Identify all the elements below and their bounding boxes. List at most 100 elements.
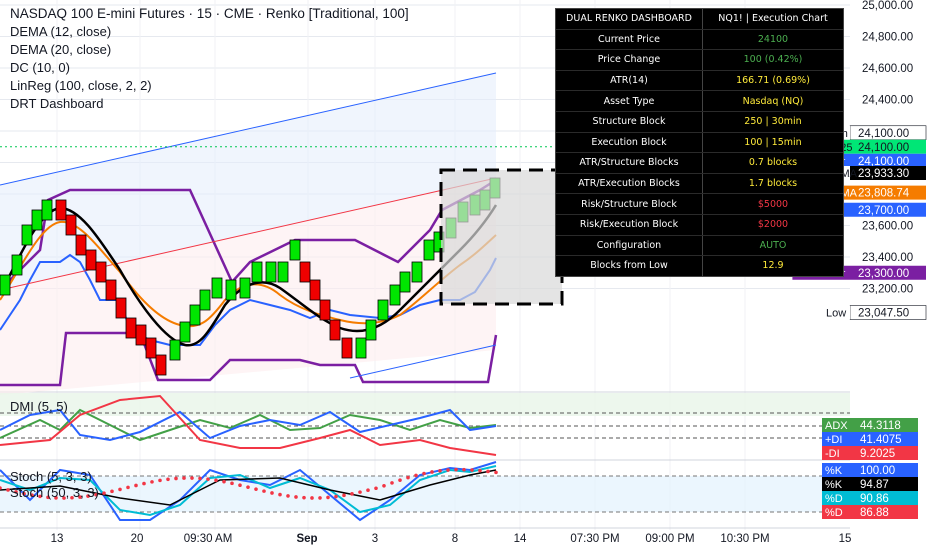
- legend-donchian[interactable]: DC (10, 0): [10, 60, 70, 75]
- renko-up-brick: [365, 319, 377, 341]
- stoch-d-slow-dot: [334, 494, 338, 499]
- dashboard-row-label: ATR(14): [556, 70, 703, 91]
- oscillator-tag[interactable]: [822, 491, 850, 505]
- stoch-d-slow-dot: [206, 477, 210, 481]
- dashboard-row: Risk/Execution Block $2000: [556, 213, 843, 235]
- oscillator-tag[interactable]: [822, 418, 850, 432]
- stoch-d-slow-dot: [278, 492, 282, 497]
- stoch-d-slow-dot: [70, 495, 74, 500]
- stoch-d-slow-dot: [190, 476, 194, 480]
- renko-up-brick: [41, 199, 53, 221]
- oscillator-value-text: 100.00: [860, 465, 895, 477]
- price-value-label[interactable]: [850, 265, 926, 280]
- oscillator-tag[interactable]: [822, 477, 850, 491]
- renko-down-brick: [65, 214, 77, 236]
- oscillator-value-label[interactable]: [850, 505, 918, 519]
- dashboard-row-value: 250 | 30min: [744, 116, 802, 128]
- legend-dema-fast[interactable]: DEMA (12, close): [10, 24, 112, 39]
- oscillator-tag-text: %K: [825, 465, 843, 477]
- stoch-d-slow-dot: [110, 489, 114, 494]
- dashboard-row: Structure Block 250 | 30min: [556, 110, 843, 132]
- renko-up-brick: [179, 321, 191, 343]
- renko-up-brick: [189, 304, 201, 326]
- stoch-d-slow-dot: [366, 488, 370, 493]
- dashboard-row: ATR/Structure Blocks 0.7 blocks: [556, 152, 843, 173]
- donchian-basis-line: [0, 253, 497, 346]
- stoch-d-slow-dot: [134, 483, 138, 488]
- oscillator-value-label[interactable]: [850, 463, 918, 477]
- stoch-band: [0, 476, 850, 512]
- oscillator-tag[interactable]: [822, 505, 850, 519]
- time-axis-background: [0, 530, 932, 550]
- dashboard-row-label: Structure Block: [556, 111, 703, 132]
- legend-dashboard[interactable]: DRT Dashboard: [10, 96, 104, 111]
- oscillator-value-label[interactable]: [850, 418, 918, 432]
- renko-up-brick: [277, 261, 289, 283]
- stoch-d-slow-dot: [494, 470, 498, 475]
- stoch-d-slow-dot: [342, 493, 346, 498]
- renko-down-brick: [95, 261, 107, 283]
- time-tick-label: 15: [839, 533, 852, 545]
- renko-down-brick: [309, 279, 321, 301]
- stoch-d-slow-dot: [318, 496, 322, 500]
- dashboard-row-label: ATR/Structure Blocks: [556, 153, 703, 173]
- stoch-d-slow-dot: [238, 483, 242, 488]
- oscillator-value-label[interactable]: [850, 477, 918, 491]
- stoch-d-slow-dot: [166, 477, 170, 482]
- oscillator-tag[interactable]: [822, 432, 850, 446]
- stoch-d-slow-dot: [302, 495, 306, 500]
- price-value-label[interactable]: [850, 153, 926, 168]
- oscillator-tag[interactable]: [822, 463, 850, 477]
- price-tick-label: 23,600.00: [862, 221, 913, 233]
- stoch-d-slow-dot: [270, 491, 274, 495]
- price-value-label[interactable]: [850, 139, 926, 154]
- dashboard-row-label: Blocks from Low: [556, 256, 703, 276]
- stoch-d-slow-dot: [54, 496, 58, 500]
- oscillator-value-label[interactable]: [850, 491, 918, 505]
- stoch-d-slow-dot: [86, 494, 90, 498]
- stoch-d-slow-dot: [310, 496, 314, 500]
- price-value-text: 23,300.00: [858, 268, 909, 280]
- price-tick-label: 23,200.00: [862, 284, 913, 296]
- dashboard-row-value: 1.7 blocks: [748, 178, 798, 190]
- oscillator-value-label[interactable]: [850, 432, 918, 446]
- oscillator-tag[interactable]: [822, 446, 850, 460]
- stoch-d-slow-dot: [470, 468, 474, 472]
- legend-dema-slow[interactable]: DEMA (20, close): [10, 42, 112, 57]
- stoch-d-slow-dot: [118, 487, 122, 492]
- stoch-d-slow-dot: [350, 492, 354, 496]
- dashboard-row: Price Change 100 (0.42%): [556, 49, 843, 70]
- dashboard-row-value: 166.71 (0.69%): [736, 75, 810, 87]
- oscillator-value-label[interactable]: [850, 446, 918, 460]
- price-value-label[interactable]: [850, 185, 926, 200]
- indicator-tag[interactable]: [822, 305, 850, 320]
- renko-down-brick: [155, 354, 167, 376]
- linreg-upper-fill: [0, 73, 496, 290]
- renko-up-brick: [169, 339, 181, 361]
- stoch-k-slow-line: [0, 469, 497, 506]
- renko-up-brick: [239, 277, 251, 299]
- symbol-title[interactable]: NASDAQ 100 E-mini Futures · 15 · CME · R…: [10, 6, 409, 21]
- stoch-d-slow-dot: [46, 495, 50, 500]
- stoch-fast-title[interactable]: Stoch (5, 3, 3): [10, 469, 92, 484]
- dashboard-row: Risk/Structure Block $5000: [556, 193, 843, 214]
- price-value-label[interactable]: [850, 202, 926, 217]
- renko-down-brick: [55, 199, 67, 221]
- price-tick-label: 23,400.00: [862, 252, 913, 264]
- price-tick-label: 24,600.00: [862, 63, 913, 75]
- stoch-d-slow-dot: [30, 493, 34, 497]
- linreg-mid-line: [0, 177, 497, 291]
- price-value-label[interactable]: [850, 166, 926, 181]
- dashboard-row-value: 12.9: [762, 260, 784, 272]
- donchian-lower-line: [0, 331, 498, 387]
- time-axis[interactable]: 13 20 09:30 AM Sep 3 8 14 07:30 PM 09:00 PM 10:30…: [0, 530, 932, 550]
- dashboard-header-row: DUAL RENKO DASHBOARD NQ1! | Execution Ch…: [556, 9, 843, 29]
- oscillator-value-text: 9.2025: [860, 448, 895, 460]
- dashboard-row-label: Asset Type: [556, 91, 703, 111]
- dmi-title[interactable]: DMI (5, 5): [10, 399, 68, 414]
- renko-up-brick: [355, 337, 367, 359]
- legend-linreg[interactable]: LinReg (100, close, 2, 2): [10, 78, 152, 93]
- stoch-slow-title[interactable]: Stoch (50, 3, 3): [10, 485, 99, 500]
- dashboard-row-value: 24100: [757, 33, 789, 45]
- oscillator-panes: [0, 393, 850, 522]
